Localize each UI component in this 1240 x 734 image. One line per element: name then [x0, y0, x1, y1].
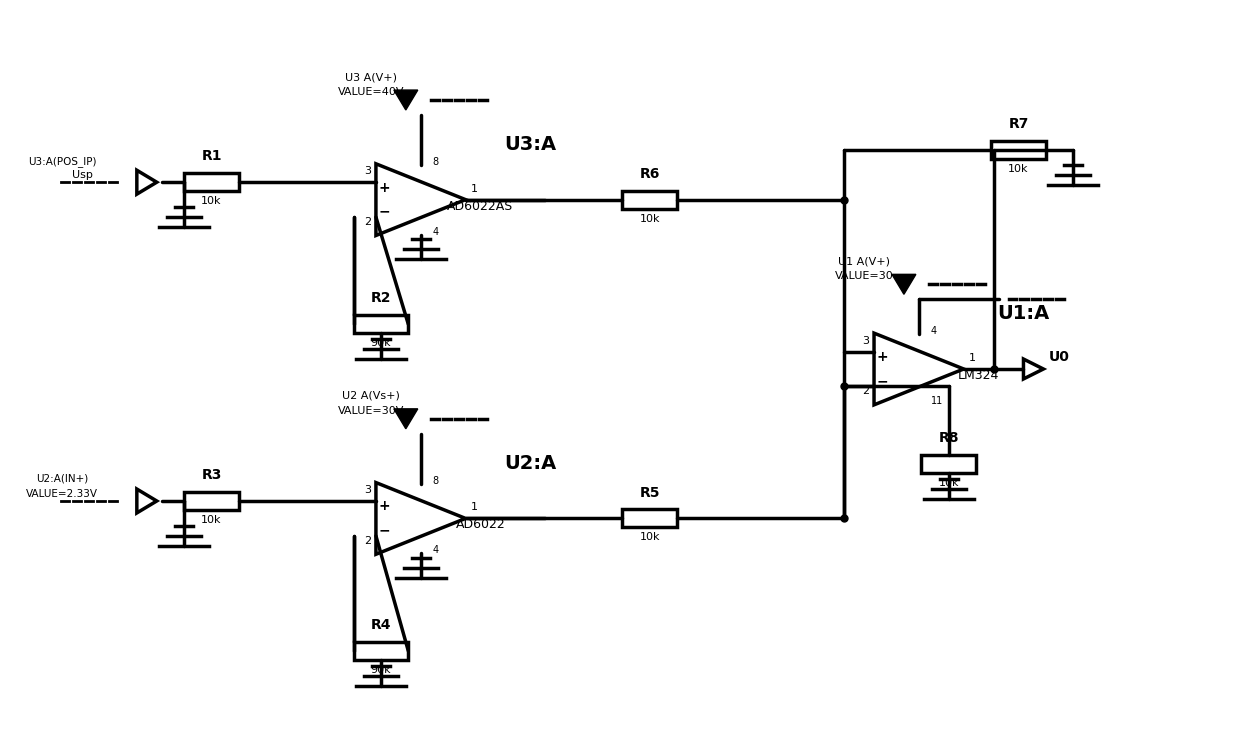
Text: 3: 3 — [365, 485, 371, 495]
Text: U2 A(Vs+): U2 A(Vs+) — [342, 391, 399, 401]
Text: 8: 8 — [433, 157, 439, 167]
Text: R1: R1 — [201, 149, 222, 163]
Bar — [991, 141, 1045, 159]
Text: 1: 1 — [470, 503, 477, 512]
Text: Usp: Usp — [72, 170, 93, 181]
Bar — [622, 509, 677, 528]
Text: VALUE=30V: VALUE=30V — [337, 406, 404, 416]
Bar — [353, 642, 408, 660]
Bar — [622, 191, 677, 208]
Bar — [353, 315, 408, 333]
Text: +: + — [877, 350, 888, 364]
Text: R8: R8 — [939, 431, 959, 445]
Polygon shape — [394, 90, 418, 110]
Text: −: − — [877, 374, 888, 388]
Text: 10k: 10k — [1008, 164, 1029, 174]
Text: AD6022AS: AD6022AS — [448, 200, 513, 213]
Text: R3: R3 — [201, 468, 222, 482]
Bar — [185, 492, 239, 510]
Text: U2:A(IN+): U2:A(IN+) — [36, 473, 88, 483]
Text: U1:A: U1:A — [997, 304, 1049, 323]
Text: U2:A: U2:A — [505, 454, 557, 473]
Text: VALUE=2.33V: VALUE=2.33V — [26, 489, 98, 499]
Text: 90k: 90k — [371, 338, 392, 348]
Text: 4: 4 — [931, 326, 937, 336]
Text: −: − — [378, 205, 389, 219]
Text: U3:A(POS_IP): U3:A(POS_IP) — [27, 156, 97, 167]
Text: LM324: LM324 — [959, 369, 999, 382]
Text: 3: 3 — [862, 335, 869, 346]
Text: AD6022: AD6022 — [455, 518, 506, 531]
Text: 1: 1 — [968, 353, 976, 363]
Bar — [185, 173, 239, 191]
Text: R5: R5 — [640, 485, 660, 500]
Text: VALUE=40V: VALUE=40V — [337, 87, 404, 97]
Text: 1: 1 — [470, 184, 477, 194]
Text: +: + — [378, 499, 389, 514]
Polygon shape — [892, 275, 916, 294]
Text: 10k: 10k — [939, 478, 959, 487]
Text: 2: 2 — [862, 386, 869, 396]
Text: 8: 8 — [433, 476, 439, 486]
Text: U3 A(V+): U3 A(V+) — [345, 72, 397, 82]
Text: −: − — [378, 523, 389, 537]
Text: U3:A: U3:A — [505, 135, 557, 154]
Bar — [921, 454, 976, 473]
Text: R2: R2 — [371, 291, 391, 305]
Text: +: + — [378, 181, 389, 195]
Text: 4: 4 — [433, 545, 439, 556]
Text: 3: 3 — [365, 166, 371, 176]
Text: 4: 4 — [433, 227, 439, 236]
Text: VALUE=30: VALUE=30 — [835, 272, 894, 281]
Text: R6: R6 — [640, 167, 660, 181]
Text: 2: 2 — [363, 217, 371, 227]
Text: 10k: 10k — [640, 214, 660, 224]
Text: R4: R4 — [371, 618, 391, 632]
Text: 10k: 10k — [201, 515, 222, 525]
Text: U1 A(V+): U1 A(V+) — [838, 256, 890, 266]
Text: 10k: 10k — [640, 532, 660, 542]
Text: U0: U0 — [1048, 350, 1069, 364]
Text: 90k: 90k — [371, 665, 392, 675]
Text: 11: 11 — [931, 396, 944, 406]
Text: 10k: 10k — [201, 196, 222, 206]
Text: 2: 2 — [363, 536, 371, 546]
Polygon shape — [394, 409, 418, 429]
Text: R7: R7 — [1008, 117, 1029, 131]
